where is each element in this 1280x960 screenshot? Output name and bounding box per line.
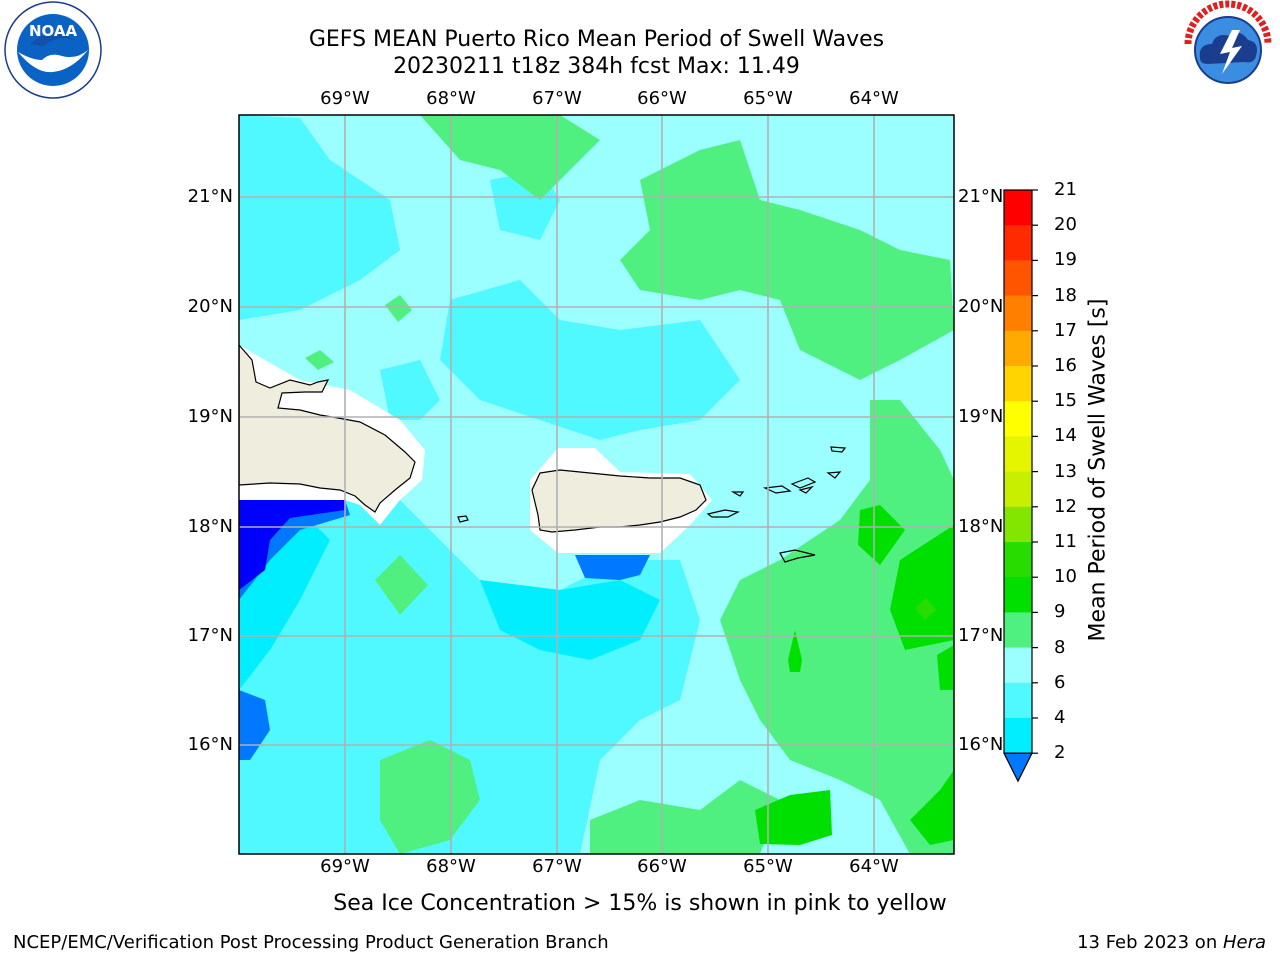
graticule: [239, 115, 954, 854]
lon-label-bottom: 67°W: [532, 856, 582, 877]
colorbar-tick-label: 6: [1054, 671, 1066, 693]
colorbar-tick-label: 18: [1054, 284, 1077, 306]
lat-label-left: 20°N: [187, 296, 233, 317]
colorbar-tick-label: 21: [1054, 179, 1077, 200]
colorbar-tick-label: 19: [1054, 249, 1077, 271]
colorbar-label: Mean Period of Swell Waves [s]: [1085, 298, 1111, 642]
lon-label-bottom: 69°W: [320, 856, 370, 877]
colorbar-segment: [1004, 577, 1032, 613]
sea-ice-caption: Sea Ice Concentration > 15% is shown in …: [333, 891, 947, 916]
colorbar-segment: [1004, 471, 1032, 508]
lat-label-left: 18°N: [187, 516, 233, 537]
colorbar-segment: [1004, 682, 1032, 719]
lon-label-bottom: 64°W: [849, 856, 899, 877]
lon-label-top: 64°W: [849, 88, 899, 109]
noaa-logo-text: NOAA: [29, 22, 78, 40]
colorbar-tick-label: 9: [1054, 601, 1066, 623]
lat-label-right: 21°N: [958, 186, 1004, 207]
lat-label-left: 17°N: [187, 625, 233, 646]
lon-label-top: 65°W: [743, 88, 793, 109]
colorbar-tick-label: 16: [1054, 355, 1077, 376]
colorbar-tick-label: 11: [1054, 531, 1077, 552]
lon-label-top: 69°W: [320, 88, 370, 109]
map-frame: [238, 114, 955, 855]
colorbar: [1003, 189, 1038, 783]
lat-label-right: 18°N: [958, 516, 1004, 537]
nws-logo: [1181, 0, 1275, 97]
colorbar-tick-label: 2: [1054, 742, 1066, 764]
colorbar-segment: [1004, 647, 1032, 684]
colorbar-tick-label: 20: [1054, 214, 1077, 236]
lat-label-left: 21°N: [187, 186, 233, 207]
lat-label-right: 17°N: [958, 625, 1004, 646]
lat-label-right: 16°N: [958, 734, 1004, 755]
footer-date-text: 13 Feb 2023 on: [1077, 932, 1223, 953]
lon-label-top: 68°W: [426, 88, 476, 109]
colorbar-extend-arrow: [1003, 752, 1033, 783]
lon-label-bottom: 66°W: [637, 856, 687, 877]
colorbar-tick-label: 8: [1054, 636, 1066, 658]
noaa-logo: NOAA: [4, 1, 102, 99]
colorbar-segment: [1004, 436, 1032, 473]
chart-subtitle: 20230211 t18z 384h fcst Max: 11.49: [393, 54, 800, 79]
colorbar-segment: [1004, 330, 1032, 367]
colorbar-segment: [1004, 190, 1032, 226]
swell-period-field: [239, 115, 954, 854]
lon-label-top: 67°W: [532, 88, 582, 109]
colorbar-segment: [1004, 260, 1032, 297]
lat-label-left: 16°N: [187, 734, 233, 755]
footer-date: 13 Feb 2023 on Hera: [1077, 932, 1266, 953]
colorbar-segment: [1004, 295, 1032, 332]
colorbar-tick-label: 17: [1054, 319, 1077, 341]
chart-title: GEFS MEAN Puerto Rico Mean Period of Swe…: [308, 27, 885, 52]
lon-label-bottom: 68°W: [426, 856, 476, 877]
lat-label-right: 20°N: [958, 296, 1004, 317]
colorbar-segment: [1004, 612, 1032, 649]
colorbar-segment: [1004, 542, 1032, 578]
colorbar-tick-label: 14: [1054, 425, 1077, 447]
colorbar-segment: [1004, 366, 1032, 402]
colorbar-segment: [1004, 506, 1032, 543]
lat-label-left: 19°N: [187, 406, 233, 427]
colorbar-segment: [1004, 401, 1032, 437]
lon-label-top: 66°W: [637, 88, 687, 109]
colorbar-segment: [1004, 225, 1032, 261]
footer-producer: NCEP/EMC/Verification Post Processing Pr…: [13, 932, 609, 953]
colorbar-tick-label: 10: [1054, 566, 1077, 588]
colorbar-tick-label: 4: [1054, 707, 1066, 728]
colorbar-segment: [1004, 718, 1032, 754]
lat-label-right: 19°N: [958, 406, 1004, 427]
footer-machine: Hera: [1222, 932, 1266, 953]
colorbar-tick-label: 12: [1054, 495, 1077, 517]
colorbar-tick-label: 15: [1054, 390, 1077, 412]
colorbar-tick-label: 13: [1054, 460, 1077, 482]
lon-label-bottom: 65°W: [743, 856, 793, 877]
